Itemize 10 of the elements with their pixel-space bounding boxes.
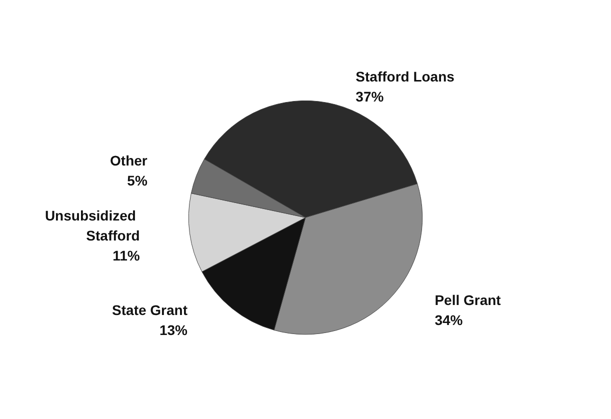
- data-label: 37%: [356, 88, 384, 105]
- slice-label: Unsubsidized Stafford: [44, 207, 140, 244]
- slice-label: Other: [110, 152, 148, 168]
- slice-label: Pell Grant: [434, 292, 502, 308]
- data-label: 5%: [127, 172, 148, 188]
- data-label: 11%: [112, 247, 140, 264]
- data-label: 34%: [434, 312, 464, 328]
- slice-label: State Grant: [112, 302, 188, 318]
- data-label: 13%: [159, 322, 188, 338]
- slice-label: Stafford Loans: [356, 68, 455, 85]
